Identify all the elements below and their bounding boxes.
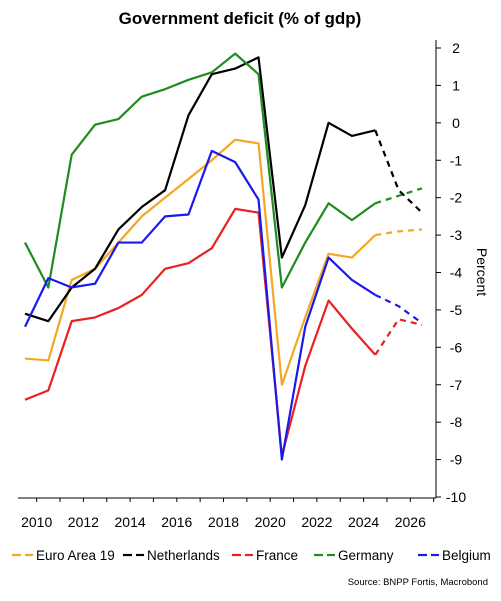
x-tick-label: 2022 bbox=[301, 514, 332, 530]
plot-area bbox=[24, 52, 423, 461]
y-tick-label: 0 bbox=[452, 115, 460, 131]
y-tick-label: -8 bbox=[450, 414, 463, 430]
x-tick-label: 2026 bbox=[395, 514, 426, 530]
legend-label-germany: Germany bbox=[338, 548, 394, 563]
legend-label-france: France bbox=[256, 548, 298, 563]
series-line-germany bbox=[24, 52, 376, 289]
series-forecast-belgium bbox=[374, 293, 423, 324]
series-forecast-euro-area-19 bbox=[375, 228, 423, 237]
y-axis-label: Percent bbox=[474, 248, 490, 296]
x-tick-label: 2020 bbox=[255, 514, 286, 530]
y-tick-label: 1 bbox=[452, 77, 460, 93]
x-tick-label: 2014 bbox=[115, 514, 146, 530]
y-tick-label: 2 bbox=[452, 40, 460, 56]
x-tick-label: 2016 bbox=[161, 514, 192, 530]
y-tick-label: -2 bbox=[450, 190, 463, 206]
series-line-france bbox=[24, 207, 377, 457]
y-tick-label: -9 bbox=[450, 452, 463, 468]
x-axis: 2010 2012 2014 2016 2018 2020 2022 2024 2026 bbox=[18, 497, 436, 530]
y-tick-label: -1 bbox=[450, 152, 463, 168]
chart-title: Government deficit (% of gdp) bbox=[119, 9, 362, 28]
x-tick-label: 2024 bbox=[348, 514, 379, 530]
series-line-netherlands bbox=[24, 56, 376, 323]
legend-label-netherlands: Netherlands bbox=[147, 548, 220, 563]
x-tick-label: 2012 bbox=[68, 514, 99, 530]
legend: Euro Area 19 Netherlands France Germany Belg… bbox=[12, 548, 491, 563]
series-line-euro-area-19 bbox=[24, 138, 377, 386]
y-tick-label: -10 bbox=[446, 489, 466, 505]
x-tick-label: 2018 bbox=[208, 514, 239, 530]
y-tick-label: -6 bbox=[450, 339, 463, 355]
series-forecast-france bbox=[374, 318, 423, 356]
y-tick-label: -7 bbox=[450, 377, 463, 393]
legend-label-euro-area-19: Euro Area 19 bbox=[36, 548, 115, 563]
y-axis: 2 1 0 -1 -2 -3 -4 -5 -6 -7 -8 -9 -10 bbox=[435, 40, 466, 505]
y-tick-label: -4 bbox=[450, 265, 463, 281]
series-line-belgium bbox=[24, 149, 376, 461]
series-forecast-germany bbox=[374, 187, 423, 205]
y-tick-label: -5 bbox=[450, 302, 463, 318]
y-tick-label: -3 bbox=[450, 227, 463, 243]
source-note: Source: BNPP Fortis, Macrobond bbox=[348, 577, 488, 588]
series-forecast-netherlands bbox=[374, 129, 423, 214]
legend-label-belgium: Belgium bbox=[442, 548, 491, 563]
x-tick-label: 2010 bbox=[21, 514, 52, 530]
